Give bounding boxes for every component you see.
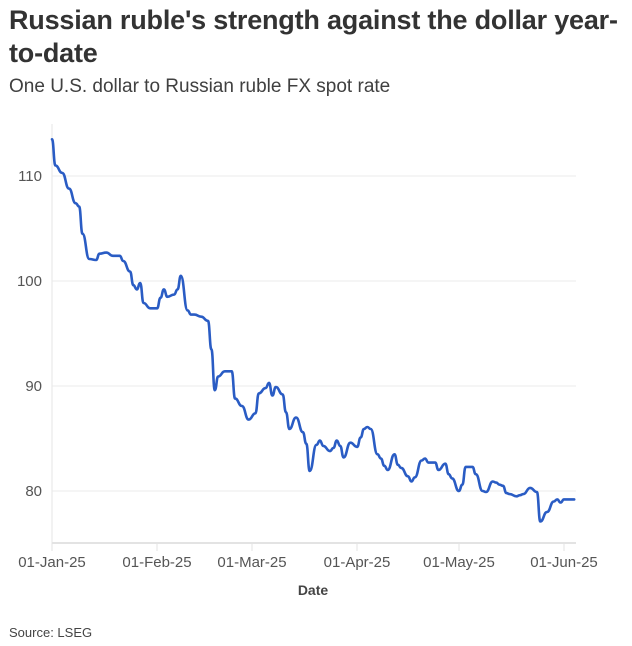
x-tick-jun: 01-Jun-25: [530, 554, 598, 571]
x-tick-may: 01-May-25: [423, 554, 495, 571]
x-axis-labels: 01-Jan-25 01-Feb-25 01-Mar-25 01-Apr-25 …: [18, 554, 598, 571]
usd-rub-line: [50, 138, 576, 523]
gridlines: [52, 175, 576, 492]
y-axis-labels: 110 100 90 80: [17, 168, 42, 500]
y-tick-80: 80: [25, 483, 42, 500]
x-tick-feb: 01-Feb-25: [122, 554, 191, 571]
chart-title: Russian ruble's strength against the dol…: [9, 5, 618, 68]
x-tick-mar: 01-Mar-25: [217, 554, 286, 571]
x-axis-ticks: [51, 543, 565, 551]
y-tick-90: 90: [25, 378, 42, 395]
x-axis-title: Date: [298, 582, 329, 598]
chart-subtitle: One U.S. dollar to Russian ruble FX spot…: [9, 76, 391, 97]
x-tick-jan: 01-Jan-25: [18, 554, 86, 571]
x-tick-apr: 01-Apr-25: [324, 554, 391, 571]
y-tick-110: 110: [18, 168, 42, 185]
y-tick-100: 100: [17, 273, 42, 290]
source-note: Source: LSEG: [9, 625, 93, 640]
